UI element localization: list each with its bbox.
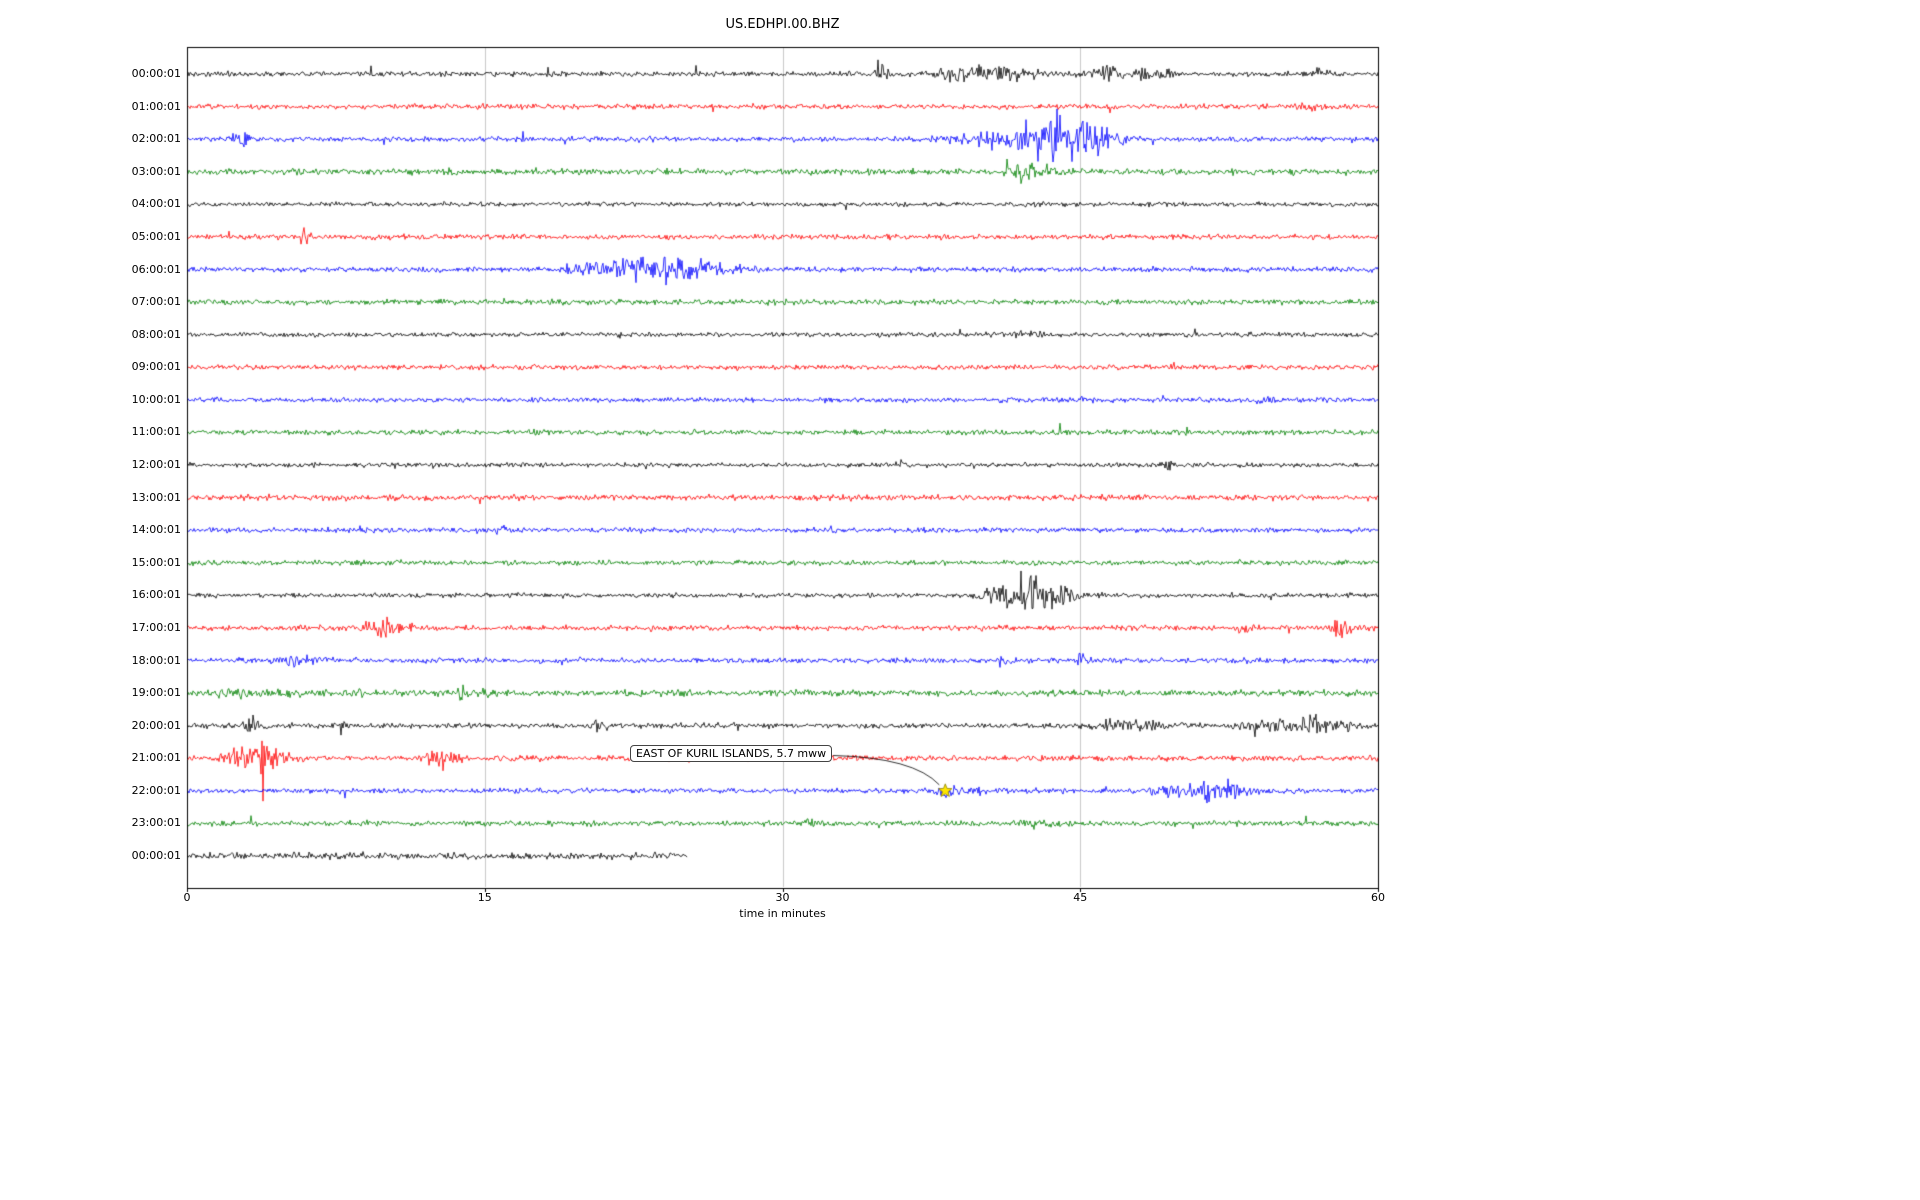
trace-time-label: 11:00:01 (131, 425, 181, 439)
trace-time-label: 04:00:01 (131, 197, 181, 211)
trace-time-label: 22:00:01 (131, 783, 181, 797)
trace-time-label: 05:00:01 (131, 229, 181, 243)
earthquake-event-annotation: EAST OF KURIL ISLANDS, 5.7 mww (630, 745, 833, 762)
trace-time-label: 14:00:01 (131, 523, 181, 537)
trace-time-label: 19:00:01 (131, 686, 181, 700)
x-tick-label: 60 (1371, 891, 1385, 904)
trace-time-label: 08:00:01 (131, 327, 181, 341)
trace-time-label: 18:00:01 (131, 653, 181, 667)
trace-time-label: 16:00:01 (131, 588, 181, 602)
trace-time-label: 20:00:01 (131, 718, 181, 732)
trace-time-label: 15:00:01 (131, 555, 181, 569)
x-tick-label: 15 (477, 891, 492, 904)
trace-time-label: 06:00:01 (131, 262, 181, 276)
trace-time-label: 12:00:01 (131, 458, 181, 471)
trace-time-label: 00:00:01 (131, 67, 181, 80)
trace-time-label: 21:00:01 (131, 751, 181, 765)
trace-time-label: 17:00:01 (131, 620, 181, 634)
trace-time-label: 01:00:01 (131, 99, 181, 113)
trace-time-label: 00:00:01 (131, 849, 181, 862)
x-tick-label: 0 (183, 891, 191, 904)
trace-time-label: 03:00:01 (131, 164, 181, 178)
x-tick-label: 45 (1073, 891, 1088, 904)
x-tick-label: 30 (775, 891, 790, 904)
trace-time-label: 10:00:01 (131, 392, 181, 406)
trace-time-label: 13:00:01 (131, 490, 181, 504)
x-axis-label: time in minutes (739, 907, 826, 920)
trace-time-label: 02:00:01 (131, 132, 181, 146)
figure-title: US.EDHPI.00.BHZ (725, 17, 840, 32)
trace-time-label: 23:00:01 (131, 816, 181, 830)
trace-time-label: 09:00:01 (131, 360, 181, 374)
trace-time-label: 07:00:01 (131, 295, 181, 309)
